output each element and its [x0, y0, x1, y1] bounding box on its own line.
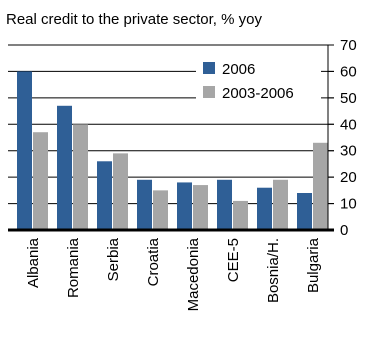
bar-2006-serbia [97, 161, 112, 230]
y-tick-label: 50 [340, 90, 357, 107]
y-tick-label: 30 [340, 143, 357, 160]
category-label: Albania [25, 237, 42, 288]
axes [8, 44, 334, 232]
y-tick-labels: 0 10 20 30 40 50 60 70 [340, 37, 357, 239]
category-label: Bulgaria [305, 237, 322, 293]
bar-2006-croatia [137, 179, 152, 230]
bar-2003-2006-romania [73, 124, 88, 230]
category-label: Bosnia/H. [265, 238, 282, 303]
category-labels: Albania Romania Serbia Croatia Macedonia CEE-… [25, 237, 322, 311]
bar-2003-2006-serbia [113, 153, 128, 230]
bar-2003-2006-bosnia-h- [273, 179, 288, 230]
legend-background [196, 57, 321, 103]
bar-2003-2006-bulgaria [313, 142, 328, 230]
bar-2006-macedonia [177, 182, 192, 230]
bar-2006-bosnia-h- [257, 187, 272, 230]
category-label: Romania [65, 237, 82, 298]
category-label: Macedonia [185, 237, 202, 311]
legend-swatch [203, 62, 215, 74]
category-label: Serbia [105, 237, 122, 281]
bar-2006-bulgaria [297, 193, 312, 230]
legend-swatch [203, 86, 215, 98]
y-tick-label: 40 [340, 116, 357, 133]
y-tick-label: 10 [340, 196, 357, 213]
bar-2003-2006-croatia [153, 190, 168, 230]
bars [17, 71, 328, 230]
bar-2006-cee-5 [217, 179, 232, 230]
bar-2003-2006-albania [33, 132, 48, 230]
y-tick-label: 20 [340, 169, 357, 186]
bar-2006-albania [17, 71, 32, 230]
chart-title: Real credit to the private sector, % yoy [6, 11, 262, 28]
bar-2003-2006-cee-5 [233, 200, 248, 230]
legend-label: 2003-2006 [222, 85, 294, 102]
y-tick-label: 60 [340, 63, 357, 80]
y-tick-label: 0 [340, 222, 348, 239]
bar-2006-romania [57, 105, 72, 230]
category-label: Croatia [145, 237, 162, 286]
category-label: CEE-5 [225, 238, 242, 282]
bar-2003-2006-macedonia [193, 185, 208, 230]
y-tick-label: 70 [340, 37, 357, 54]
legend-label: 2006 [222, 61, 255, 78]
legend: 2006 2003-2006 [196, 57, 321, 103]
